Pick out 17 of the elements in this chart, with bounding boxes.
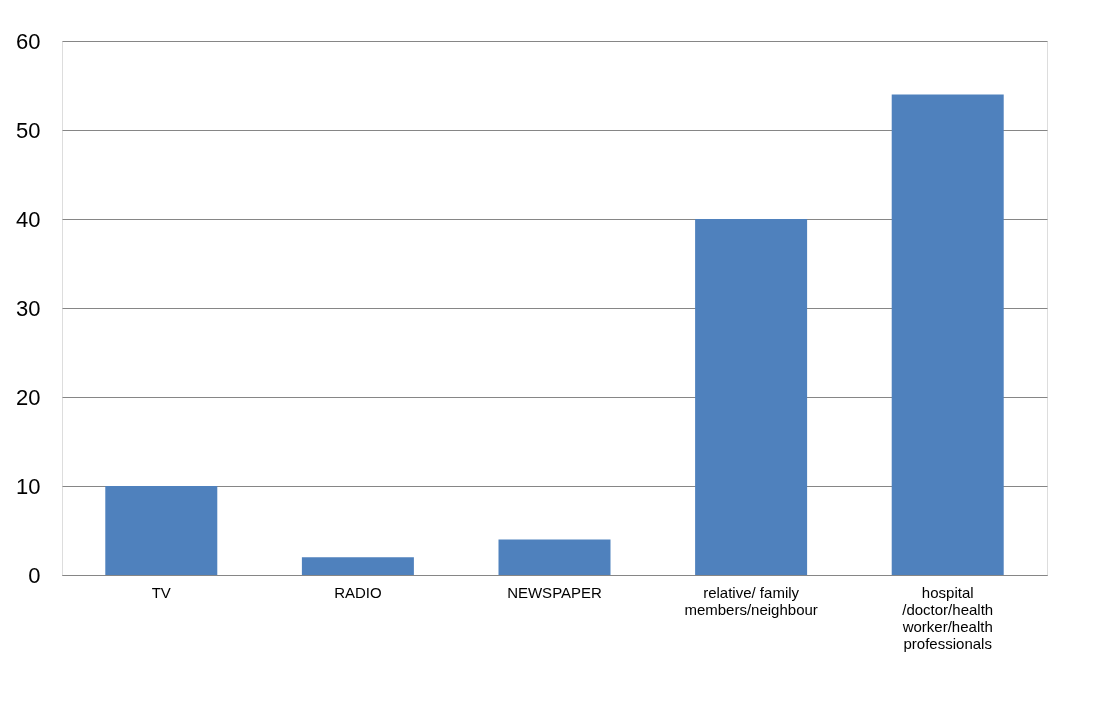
bar (498, 539, 611, 575)
y-tick-label: 40 (16, 206, 41, 232)
bar (105, 486, 218, 575)
bar (891, 94, 1004, 575)
y-tick-label: 60 (16, 28, 41, 54)
y-tick-label: 10 (16, 473, 41, 499)
y-tick-label: 0 (28, 562, 41, 588)
bar (301, 557, 414, 575)
x-tick-label: hospital /doctor/health worker/health professionals (901, 583, 994, 652)
x-tick-label: RADIO (334, 583, 382, 601)
x-tick-label: NEWSPAPER (507, 583, 603, 601)
bar (695, 219, 808, 575)
y-tick-label: 30 (16, 295, 41, 321)
x-tick-label: relative/ family members/neighbour (684, 583, 818, 618)
x-tick-label: TV (151, 583, 171, 601)
y-tick-label: 20 (16, 384, 41, 410)
y-tick-label: 50 (16, 117, 41, 143)
